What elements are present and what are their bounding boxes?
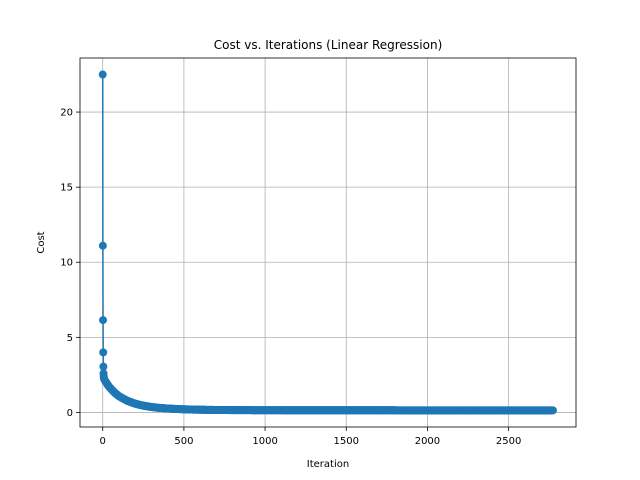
x-tick-label: 1500 — [334, 436, 359, 447]
x-tick-label: 0 — [100, 436, 106, 447]
y-tick-label: 15 — [60, 183, 73, 194]
x-tick-label: 2500 — [496, 436, 521, 447]
x-tick-label: 1000 — [252, 436, 277, 447]
axis-ticks: 0 500 1000 1500 2000 2500 0 5 10 15 20 — [60, 108, 521, 447]
x-tick-label: 2000 — [415, 436, 440, 447]
y-tick-label: 0 — [67, 408, 73, 419]
cost-point-marker — [99, 348, 108, 357]
x-axis-label: Iteration — [307, 459, 349, 470]
y-tick-label: 10 — [60, 258, 73, 269]
chart-title: Cost vs. Iterations (Linear Regression) — [214, 38, 443, 52]
cost-point-marker — [98, 70, 107, 79]
y-axis-label: Cost — [36, 231, 47, 253]
cost-point-marker — [99, 362, 108, 371]
series-layer — [98, 70, 557, 415]
cost-point-marker — [98, 241, 107, 250]
y-tick-label: 20 — [60, 108, 73, 119]
y-tick-label: 5 — [67, 333, 73, 344]
grid-lines — [80, 58, 576, 427]
cost-point-marker — [100, 374, 109, 383]
cost-point-marker — [548, 406, 557, 415]
plot-frame — [79, 57, 577, 428]
plot-area — [80, 58, 576, 427]
cost-point-marker — [99, 316, 108, 325]
x-tick-label: 500 — [174, 436, 193, 447]
